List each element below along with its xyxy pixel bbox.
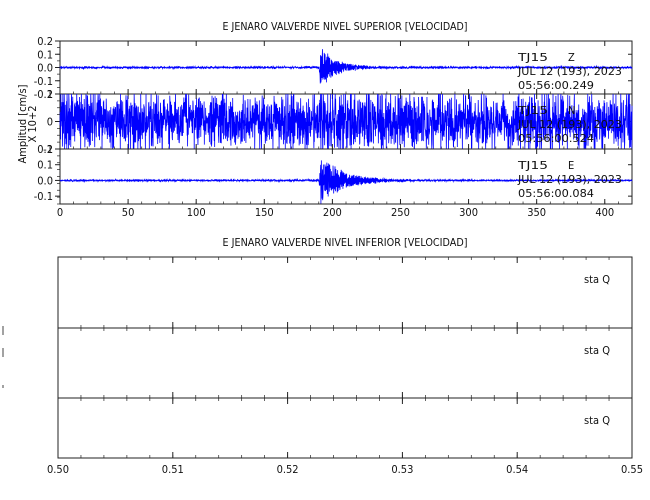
x-tick-label: 400 [595,206,614,219]
x-tick-label: 300 [459,206,478,219]
y-tick-label: -1 [43,143,53,156]
time-label: 05:56:00.524 [518,132,594,145]
bottom-chart-title: E JENARO VALVERDE NIVEL INFERIOR [VELOCI… [223,236,468,249]
y-tick-label: 0 [47,116,53,129]
x-tick-label: 250 [391,206,410,219]
date-label: JUL 12 (193), 2023 [517,118,622,131]
empty-trace-panel: sta Q [57,327,633,399]
component-label: E [568,159,574,172]
date-label: JUL 12 (193), 2023 [517,65,622,78]
x-tick-label: 150 [255,206,274,219]
y-tick-label: -0.1 [34,75,53,88]
x-tick-label: 0.54 [506,463,528,476]
station-label: sta Q [584,344,610,357]
component-label: Z [568,51,575,64]
x-tick-label: 350 [527,206,546,219]
bottom-chart: E JENARO VALVERDE NIVEL INFERIOR [VELOCI… [47,236,643,476]
y-tick-label: -0.2 [34,88,53,101]
top-chart: E JENARO VALVERDE NIVEL SUPERIOR [VELOCI… [16,20,633,219]
x-tick-label: 200 [323,206,342,219]
station-label: sta Q [584,273,610,286]
station-label: TJ15 [517,51,548,64]
date-label: JUL 12 (193), 2023 [517,173,622,186]
x-tick-label: 0.51 [162,463,184,476]
component-label: N [568,104,575,117]
panel-frame [57,327,633,399]
top-chart-title: E JENARO VALVERDE NIVEL SUPERIOR [VELOCI… [223,20,468,33]
y-tick-label: 1 [47,88,53,101]
y-tick-label: 0.1 [37,159,53,172]
time-label: 05:56:00.249 [518,79,594,92]
x-tick-label: 0.50 [47,463,69,476]
waveform-line [59,93,633,150]
y-tick-label: 0.2 [37,35,53,48]
y-tick-label: 0.1 [37,48,53,61]
y-tick-label: -0.1 [34,190,53,203]
panel-frame [57,256,633,329]
empty-trace-panel: sta Q [57,256,633,329]
x-tick-label: 0.55 [621,463,643,476]
x-tick-label: 0.52 [277,463,299,476]
station-label: TJ15 [517,104,548,117]
y-tick-label: 0.0 [37,174,53,187]
top-chart-ylabel: Amplitud [cm/s] [16,84,29,163]
y-tick-label: 0.2 [37,143,53,156]
time-label: 05:56:00.084 [518,187,594,200]
x-tick-label: 0.53 [391,463,413,476]
panel-frame [57,397,633,459]
station-label: sta Q [584,414,610,427]
y-tick-label: 0.0 [37,62,53,75]
x-tick-label: 0 [57,206,63,219]
waveform-line [59,49,633,84]
top-chart-yscale-label: X 10+2 [26,105,39,142]
x-tick-label: 100 [187,206,206,219]
empty-trace-panel: sta Q [57,397,633,459]
station-label: TJ15 [517,159,548,172]
waveform-line [59,160,633,204]
x-tick-label: 50 [122,206,135,219]
